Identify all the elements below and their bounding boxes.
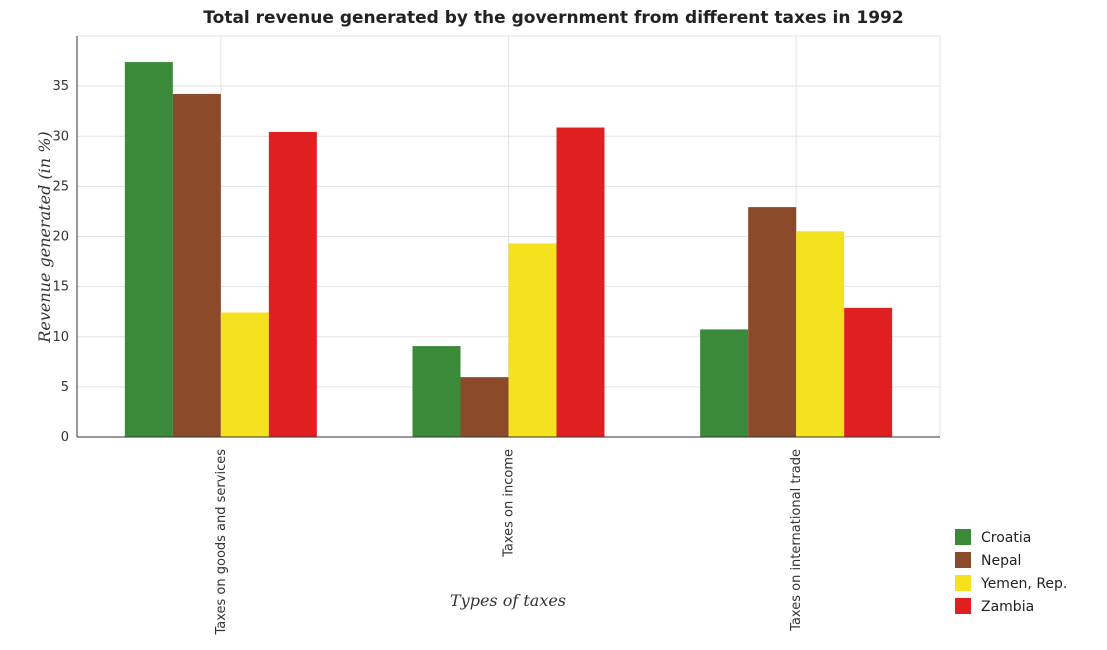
legend-swatch: [955, 598, 971, 614]
bar-nepal-0: [172, 93, 221, 437]
bar-nepal-1: [460, 377, 509, 437]
legend-label: Zambia: [981, 599, 1034, 615]
tick-labels: 0 5 10 15 20 25 30 35 Taxes on goods and service…: [52, 79, 804, 635]
y-tick-label: 15: [52, 280, 69, 295]
legend-label: Croatia: [981, 530, 1031, 546]
chart-title: Total revenue generated by the governmen…: [203, 8, 904, 28]
x-tick-label: Taxes on goods and services: [214, 449, 229, 636]
legend-swatch: [955, 575, 971, 591]
axes: [76, 36, 940, 438]
bar-yemen-rep--0: [220, 312, 269, 437]
bar-zambia-2: [844, 307, 893, 437]
y-tick-label: 35: [52, 79, 69, 94]
bars: [124, 62, 893, 437]
y-tick-label: 30: [52, 129, 69, 144]
bar-croatia-2: [700, 329, 749, 437]
y-tick-label: 5: [61, 380, 69, 395]
bar-croatia-1: [412, 346, 461, 437]
x-axis-title: Types of taxes: [450, 591, 566, 610]
bar-nepal-2: [748, 207, 797, 437]
y-tick-label: 25: [52, 179, 69, 194]
bar-yemen-rep--2: [796, 231, 845, 437]
y-tick-label: 0: [61, 430, 69, 445]
legend-swatch: [955, 552, 971, 568]
x-tick-label: Taxes on income: [502, 449, 517, 558]
legend: Croatia Nepal Yemen, Rep. Zambia: [955, 529, 1067, 615]
y-tick-label: 20: [52, 230, 69, 245]
x-tick-label: Taxes on international trade: [789, 449, 804, 632]
y-tick-label: 10: [52, 330, 69, 345]
y-axis-title: Revenue generated (in %): [35, 131, 54, 343]
bar-yemen-rep--1: [508, 243, 557, 437]
bar-croatia-0: [124, 62, 173, 437]
bar-zambia-1: [556, 127, 605, 437]
legend-label: Nepal: [981, 553, 1021, 569]
bar-zambia-0: [268, 131, 317, 437]
legend-label: Yemen, Rep.: [980, 576, 1067, 592]
legend-swatch: [955, 529, 971, 545]
